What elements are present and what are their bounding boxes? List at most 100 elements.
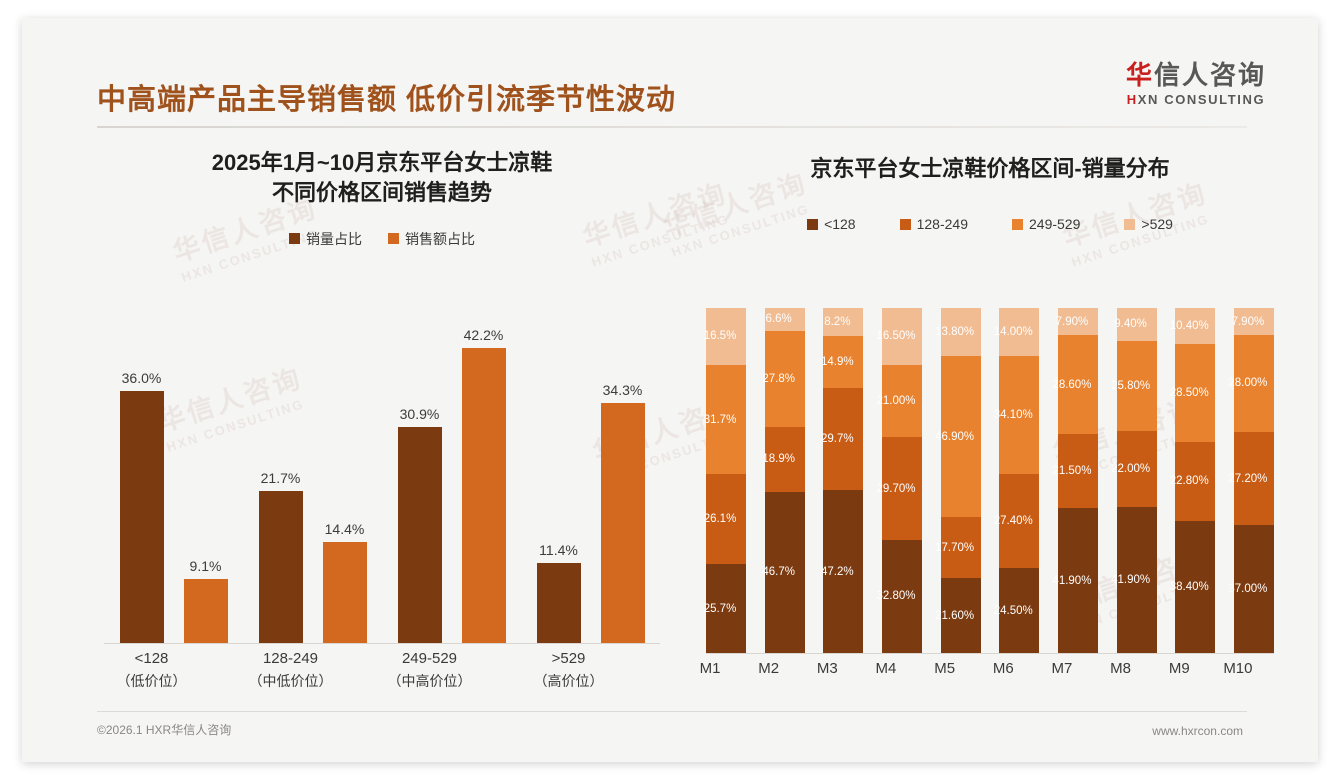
stacked-bar-segment[interactable]: 22.00% [1111,430,1157,508]
legend-label: 销售额占比 [405,230,475,247]
stacked-bar[interactable]: 7.90% 28.60% 21.50% 41.90% [1052,308,1098,653]
stacked-bar-segment[interactable]: 47.2% [821,490,864,654]
bar[interactable] [461,347,506,643]
stacked-bar-segment[interactable]: 24.50% [994,568,1040,653]
stacked-bar-segment[interactable]: 17.70% [935,517,981,579]
stacked-bar-segment[interactable]: 41.90% [1052,508,1098,653]
legend-item-3[interactable]: >529 [1124,216,1173,232]
stacked-bar[interactable]: 8.2% 14.9% 29.7% 47.2% [821,308,864,654]
stacked-bar[interactable]: 14.00% 34.10% 27.40% 24.50% [994,308,1040,653]
bar[interactable] [258,491,303,643]
left-chart-title: 2025年1月~10月京东平台女士凉鞋 不同价格区间销售趋势 [82,136,682,209]
stacked-bar-segment[interactable]: 16.5% [703,308,746,365]
right-chart-legend: <128 128-249 249-529 >529 [690,216,1290,232]
segment-value-label: 7.90% [1055,315,1089,328]
bar[interactable] [322,542,367,643]
stacked-bar[interactable]: 6.6% 27.8% 18.9% 46.7% [762,308,805,653]
bar[interactable] [600,402,645,643]
legend-item-2[interactable]: 249-529 [1012,216,1080,232]
legend-swatch-icon [807,218,819,230]
segment-value-label: 21.60% [935,609,975,622]
segment-value-label: 13.80% [935,325,975,338]
legend-item-0[interactable]: <128 [807,216,856,232]
stacked-bar-segment[interactable]: 22.80% [1170,442,1216,521]
bar-column: 21.7% [258,314,303,643]
right-chart-panel: 京东平台女士凉鞋价格区间-销量分布 <128 128-249 249-529 >529… [690,136,1290,696]
stacked-bar-segment[interactable]: 28.50% [1170,343,1216,443]
stacked-bar[interactable]: 16.5% 31.7% 26.1% 25.7% [703,308,746,653]
legend-swatch-icon [388,233,399,245]
logo-chinese: 华信人咨询 [1125,60,1266,90]
bar-value-label: 30.9% [399,405,440,422]
segment-value-label: 9.40% [1114,318,1147,331]
bar-group: 36.0% 9.1% [119,314,228,643]
legend-item-1[interactable]: 销售额占比 [388,229,475,249]
stacked-bar-segment[interactable]: 29.70% [876,437,922,540]
slide-canvas: 中高端产品主导销售额 低价引流季节性波动 华信人咨询 HXN CONSULTIN… [22,18,1318,762]
stacked-bar-segment[interactable]: 13.80% [935,308,981,356]
stacked-bar-segment[interactable]: 10.40% [1170,308,1216,344]
bar[interactable] [536,563,581,643]
stacked-bar[interactable]: 13.80% 46.90% 17.70% 21.60% [935,308,981,653]
bar[interactable] [119,391,164,643]
stacked-bar[interactable]: 7.90% 28.00% 27.20% 37.00% [1228,308,1274,653]
bar-column: 9.1% [183,314,228,643]
legend-item-0[interactable]: 销量占比 [289,229,362,249]
segment-value-label: 16.5% [703,330,737,343]
stacked-bar-segment[interactable]: 7.90% [1055,308,1098,336]
bar-group: 21.7% 14.4% [258,314,367,643]
stacked-bar-segment[interactable]: 29.7% [821,387,864,491]
bar-group: 11.4% 34.3% [536,314,645,643]
stacked-bar-segment[interactable]: 27.20% [1228,431,1274,526]
stacked-bar-segment[interactable]: 46.90% [935,355,981,518]
bar[interactable] [397,426,442,643]
legend-label: <128 [824,216,856,233]
stacked-bar-segment[interactable]: 18.9% [762,426,805,492]
stacked-bar-segment[interactable]: 27.8% [762,330,805,427]
bar-value-label: 34.3% [602,381,643,398]
segment-value-label: 21.00% [876,395,916,408]
stacked-bar-segment[interactable]: 21.60% [935,578,981,653]
legend-swatch-icon [1012,218,1023,230]
legend-item-1[interactable]: 128-249 [899,216,968,232]
bar[interactable] [183,579,228,643]
stacked-bar-segment[interactable]: 26.1% [703,474,746,565]
stacked-bar-segment[interactable]: 8.2% [823,308,864,337]
x-axis-label: >529 （高价位） [499,648,638,692]
stacked-bar-segment[interactable]: 16.50% [876,308,922,365]
stacked-bar-segment[interactable]: 9.40% [1114,308,1157,341]
stacked-bar-segment[interactable]: 25.7% [704,564,746,653]
stacked-bar-segment[interactable]: 25.80% [1111,340,1157,431]
stacked-bar-segment[interactable]: 7.90% [1232,308,1274,336]
stacked-bar-segment[interactable]: 38.40% [1170,520,1216,653]
x-axis-label-range: 128-249 [262,650,319,667]
segment-value-label: 24.50% [993,604,1033,617]
stacked-bar-segment[interactable]: 37.00% [1228,525,1274,653]
stacked-bar[interactable]: 16.50% 21.00% 29.70% 32.80% [876,308,922,653]
stacked-bar-segment[interactable]: 34.10% [994,356,1040,474]
legend-label: 销量占比 [306,230,362,247]
stacked-bar-segment[interactable]: 21.00% [876,364,922,438]
stacked-bar-segment[interactable]: 28.60% [1052,335,1098,435]
stacked-bar[interactable]: 9.40% 25.80% 22.00% 41.90% [1111,308,1157,653]
segment-value-label: 41.90% [1052,574,1092,587]
logo-char-hua: 华 [1125,60,1154,90]
segment-value-label: 27.20% [1228,472,1268,485]
stacked-bar-segment[interactable]: 14.9% [821,336,864,388]
stacked-bar-segment[interactable]: 31.7% [704,364,746,475]
stacked-bar-segment[interactable]: 14.00% [994,308,1040,357]
stacked-bar-segment[interactable]: 21.50% [1052,434,1098,509]
stacked-bar[interactable]: 10.40% 28.50% 22.80% 38.40% [1170,308,1216,653]
left-chart-legend: 销量占比 销售额占比 [82,229,682,249]
stacked-bar-segment[interactable]: 27.40% [994,473,1040,569]
segment-value-label: 26.1% [703,513,737,526]
stacked-bar-segment[interactable]: 28.00% [1228,335,1274,432]
stacked-bar-segment[interactable]: 32.80% [876,539,922,653]
legend-label: >529 [1141,216,1173,233]
segment-value-label: 21.50% [1052,465,1092,478]
stacked-bar-segment[interactable]: 41.90% [1111,507,1157,653]
stacked-bar-segment[interactable]: 6.6% [764,308,805,331]
bar-value-label: 36.0% [121,370,162,386]
segment-value-label: 22.00% [1111,462,1151,475]
stacked-bar-segment[interactable]: 46.7% [762,491,805,653]
